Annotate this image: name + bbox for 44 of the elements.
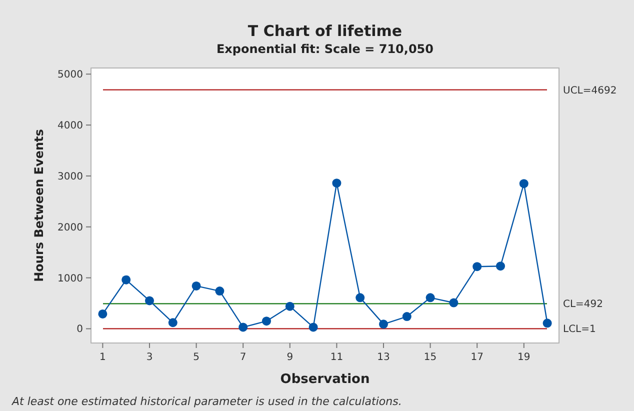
point bbox=[98, 309, 108, 318]
chart-title: T Chart of lifetime bbox=[248, 22, 402, 40]
x-tick-label: 19 bbox=[518, 352, 530, 363]
point bbox=[192, 281, 201, 290]
y-tick-label: 0 bbox=[76, 324, 83, 336]
y-tick-label: 2000 bbox=[58, 222, 83, 234]
point bbox=[285, 302, 294, 311]
x-tick-label: 1 bbox=[100, 352, 106, 363]
x-tick-label: 9 bbox=[286, 352, 294, 363]
point bbox=[449, 298, 458, 308]
x-tick-label: 13 bbox=[377, 352, 390, 363]
y-tick-label: 1000 bbox=[58, 273, 83, 284]
y-tick-label: 5000 bbox=[58, 70, 83, 81]
point bbox=[426, 293, 435, 302]
point bbox=[519, 179, 528, 188]
ref-line-label: CL=492 bbox=[563, 299, 604, 310]
point bbox=[262, 316, 271, 326]
y-tick-label: 3000 bbox=[58, 171, 83, 182]
y-axis-title: Hours Between Events bbox=[32, 129, 46, 282]
x-axis-title: Observation bbox=[280, 372, 370, 387]
point bbox=[308, 322, 318, 332]
point bbox=[168, 318, 178, 328]
point bbox=[542, 318, 552, 328]
x-tick-label: 15 bbox=[424, 352, 437, 363]
x-tick-label: 3 bbox=[146, 352, 153, 363]
point bbox=[215, 286, 224, 296]
ref-line-label: UCL=4692 bbox=[563, 85, 617, 96]
point bbox=[496, 262, 505, 271]
point bbox=[122, 275, 131, 284]
text: At least one estimated historical parameter is used in the calculations. bbox=[11, 395, 402, 408]
y-tick-label: 4000 bbox=[58, 120, 83, 132]
x-tick-label: 17 bbox=[470, 352, 484, 363]
point bbox=[402, 312, 412, 322]
point bbox=[472, 262, 482, 272]
point bbox=[356, 293, 365, 302]
point bbox=[332, 178, 342, 188]
point bbox=[145, 296, 154, 306]
x-tick-label: 11 bbox=[330, 352, 344, 363]
point bbox=[379, 320, 388, 329]
x-tick-label: 7 bbox=[240, 352, 246, 363]
x-tick-label: 5 bbox=[193, 352, 200, 363]
chart-subtitle: Exponential fit: Scale = 710,050 bbox=[216, 42, 434, 56]
point bbox=[238, 322, 248, 332]
ref-line-label: LCL=1 bbox=[563, 324, 596, 336]
